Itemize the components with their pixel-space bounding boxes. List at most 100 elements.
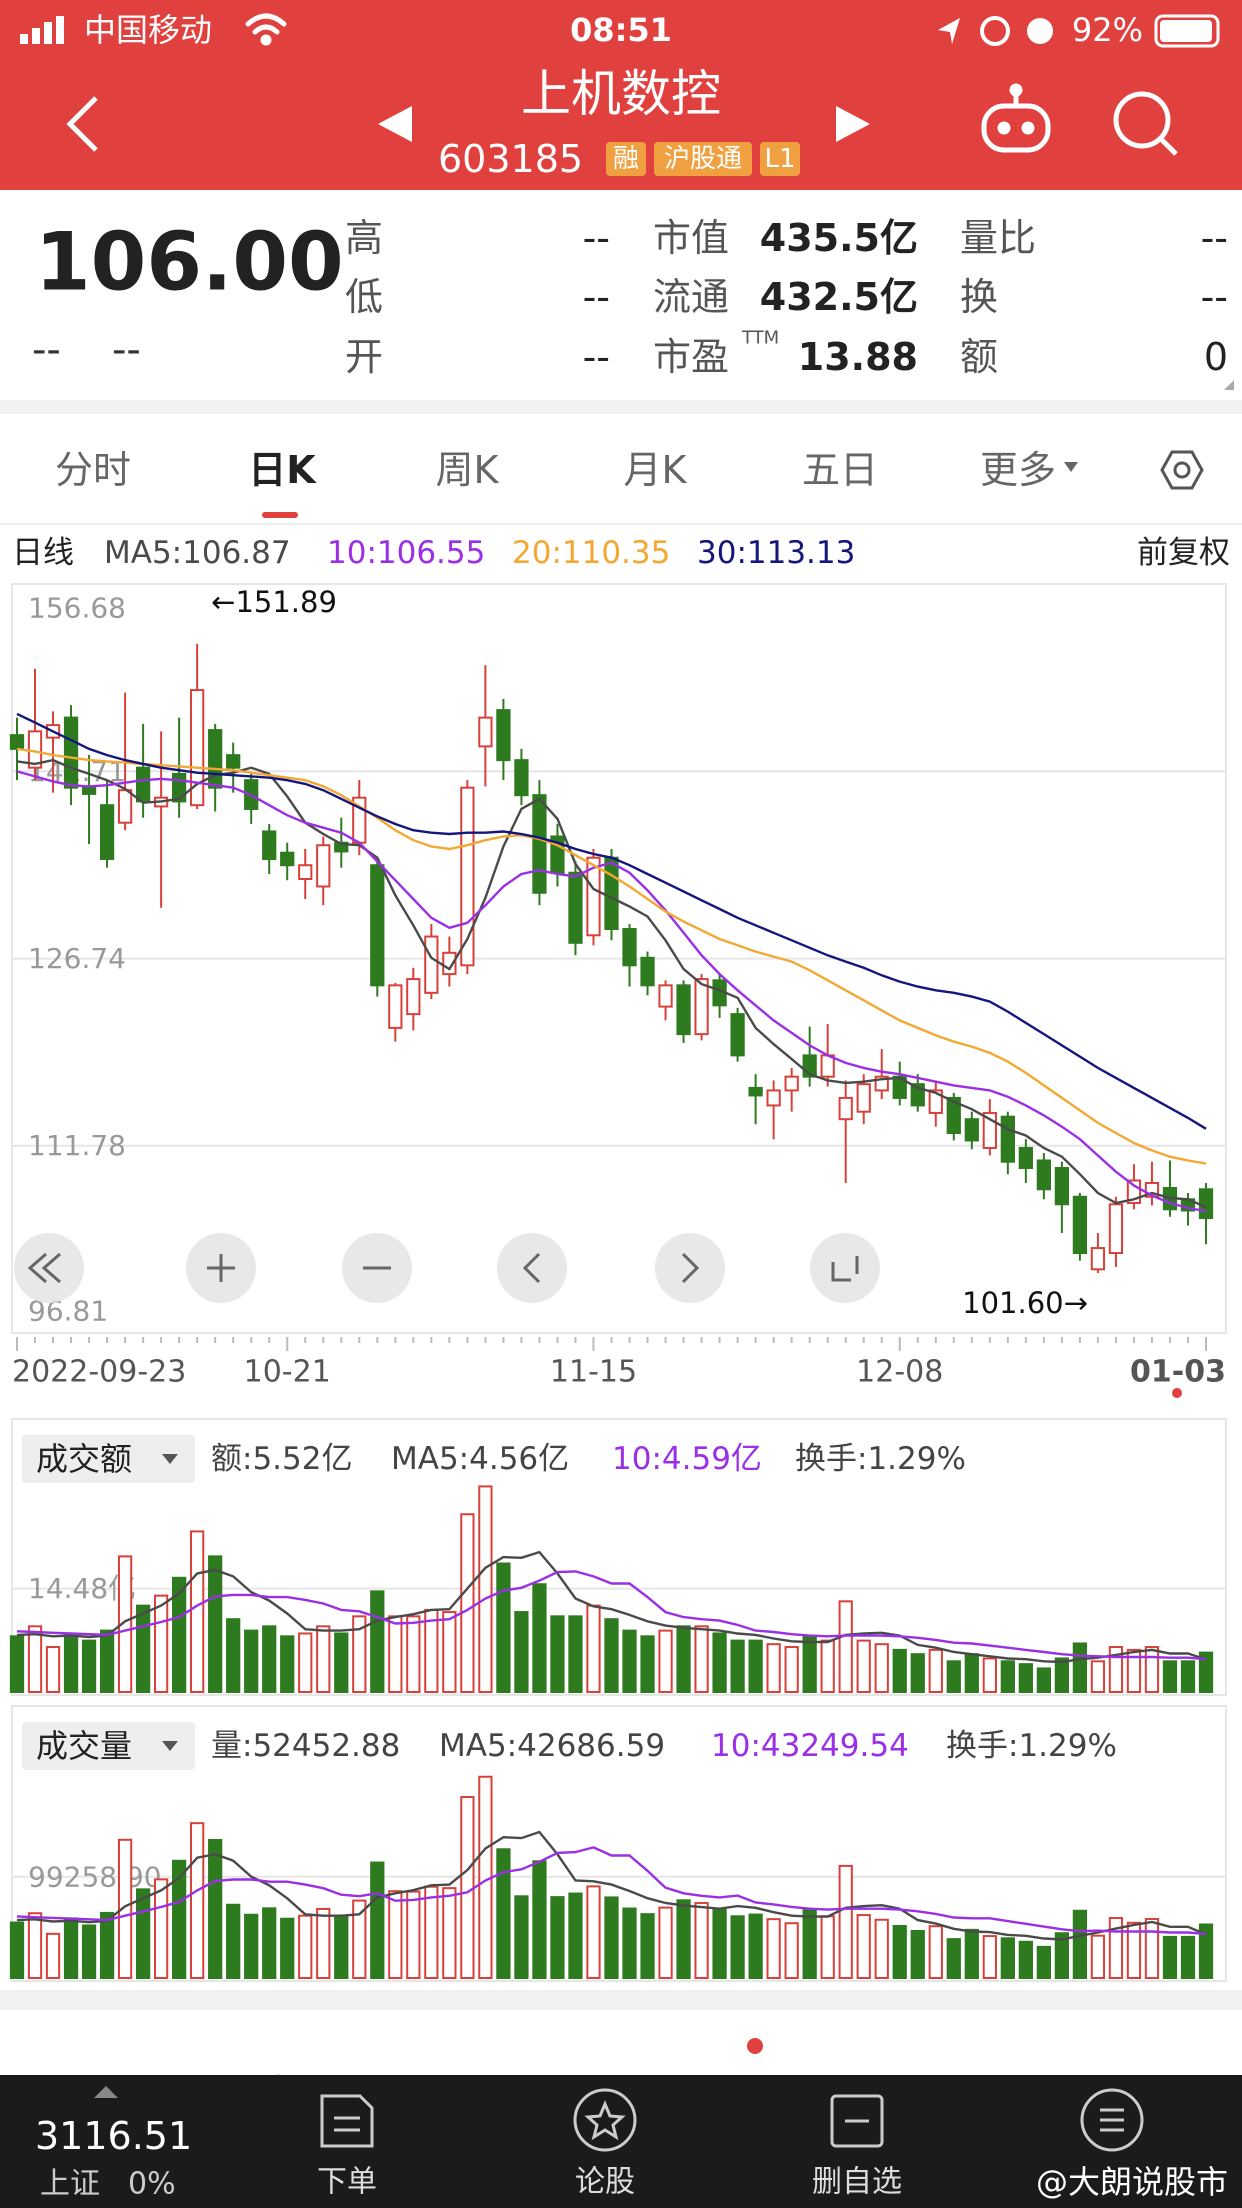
- x-tick-label: 12-08: [856, 1355, 943, 1390]
- next-stock[interactable]: [836, 106, 870, 142]
- candle-body: [99, 804, 115, 860]
- bar-button[interactable]: 下单: [317, 2165, 377, 2200]
- bar-button[interactable]: 删自选: [812, 2165, 902, 2200]
- candle-body: [226, 754, 241, 769]
- period-tab[interactable]: 分时: [55, 448, 131, 492]
- ma-line: [16, 1830, 1207, 1941]
- candle-body: [298, 864, 313, 880]
- legend-entry: 20:110.35: [512, 535, 670, 571]
- chart-control[interactable]: [14, 1233, 84, 1303]
- candle-body: [964, 1118, 979, 1142]
- battery-text: 92%: [1072, 11, 1143, 49]
- volume-bar: [694, 1625, 709, 1694]
- volume-bar: [262, 1625, 277, 1694]
- chart-control[interactable]: [497, 1233, 567, 1303]
- candle-body: [586, 856, 601, 937]
- y-tick-label: 156.68: [28, 592, 126, 625]
- chart-control[interactable]: [810, 1233, 880, 1303]
- volume-bar: [640, 1635, 655, 1693]
- volume-bar: [334, 1915, 349, 1979]
- stat-label: 高: [345, 216, 383, 260]
- volume-bar: [532, 1583, 547, 1694]
- chart-label: 日线: [12, 535, 74, 571]
- volume-bar: [928, 1648, 943, 1694]
- carrier: 中国移动: [84, 11, 212, 49]
- y-tick-label: 111.78: [28, 1129, 126, 1162]
- volume-bar: [1108, 1646, 1124, 1693]
- stat-value: --: [583, 216, 610, 260]
- candle-body: [478, 716, 493, 748]
- back-button[interactable]: [66, 96, 98, 152]
- volume-bar: [820, 1915, 835, 1980]
- volume-bar: [1198, 1651, 1214, 1694]
- candle-body: [1072, 1195, 1088, 1255]
- candle-body: [1036, 1159, 1051, 1191]
- robot-button[interactable]: [981, 83, 1051, 153]
- volume-bar: [442, 1887, 457, 1979]
- volume-bar: [586, 1604, 601, 1693]
- period-tab[interactable]: 周K: [436, 448, 500, 492]
- price-change: --: [32, 327, 61, 373]
- volume-bar: [81, 1924, 97, 1979]
- separator: [0, 400, 1242, 414]
- settings-button[interactable]: [1160, 450, 1204, 490]
- settings-dot: [1173, 461, 1191, 479]
- tag-bg: [760, 142, 800, 176]
- control-icon: [27, 1252, 61, 1284]
- volume-bar: [730, 1639, 745, 1694]
- prev-stock[interactable]: [378, 106, 412, 142]
- candle-body: [514, 759, 529, 797]
- volume-bar: [9, 1921, 25, 1979]
- selector-caret: [162, 1454, 178, 1464]
- battery-level: [1160, 20, 1212, 42]
- volume-bar: [1180, 1660, 1196, 1693]
- volume-bar: [964, 1928, 979, 1979]
- bar-button[interactable]: 论股: [575, 2165, 635, 2200]
- volume-bar: [694, 1902, 709, 1980]
- high-annotation: ←151.89: [211, 585, 337, 619]
- period-tab[interactable]: 月K: [624, 448, 688, 492]
- legend-entry: 额:5.52亿: [211, 1441, 352, 1477]
- candle-body: [766, 1089, 781, 1107]
- volume-bar: [676, 1899, 691, 1979]
- volume-bar: [514, 1895, 529, 1979]
- volume-bar: [172, 1859, 187, 1979]
- selector-bg[interactable]: [22, 1722, 195, 1770]
- volume-bar: [424, 1885, 439, 1979]
- candle-body: [316, 844, 331, 888]
- volume-bar: [153, 1878, 169, 1979]
- period-tab[interactable]: 更多: [980, 448, 1056, 492]
- volume-bar: [892, 1648, 907, 1694]
- bottom-bar: [0, 2075, 1242, 2208]
- ma-line: [16, 770, 1207, 1213]
- volume-bar: [928, 1925, 943, 1979]
- search-button[interactable]: [1113, 91, 1178, 156]
- volume-bar: [388, 1615, 403, 1693]
- candle-body: [604, 856, 619, 931]
- panel-frame: [11, 1705, 1227, 1982]
- volume-bar: [280, 1917, 295, 1980]
- corner-mark: [1224, 380, 1234, 390]
- volume-bar: [1108, 1917, 1124, 1980]
- stock-name: 上机数控: [521, 65, 721, 123]
- period-tab[interactable]: 五日: [802, 448, 878, 492]
- candle-body: [388, 984, 403, 1029]
- chart-control[interactable]: [655, 1233, 725, 1303]
- volume-bar: [568, 1892, 583, 1979]
- location-icon: [938, 18, 960, 44]
- selector[interactable]: 成交额: [36, 1440, 132, 1478]
- selector-bg[interactable]: [22, 1435, 195, 1483]
- candle-body: [676, 984, 691, 1036]
- period-tab[interactable]: 日K: [248, 448, 317, 492]
- adjust-mode[interactable]: 前复权: [1137, 535, 1230, 571]
- volume-bar: [63, 1632, 79, 1694]
- volume-bar: [658, 1906, 673, 1979]
- tag-bg: [606, 142, 646, 176]
- selector[interactable]: 成交量: [36, 1727, 132, 1765]
- candle-body: [496, 709, 511, 762]
- candle-body: [946, 1096, 961, 1134]
- volume-bar: [820, 1639, 835, 1694]
- stat-label: 市值: [653, 216, 729, 260]
- stat-label: 量比: [960, 216, 1036, 260]
- bar-icons: [320, 2088, 1144, 2152]
